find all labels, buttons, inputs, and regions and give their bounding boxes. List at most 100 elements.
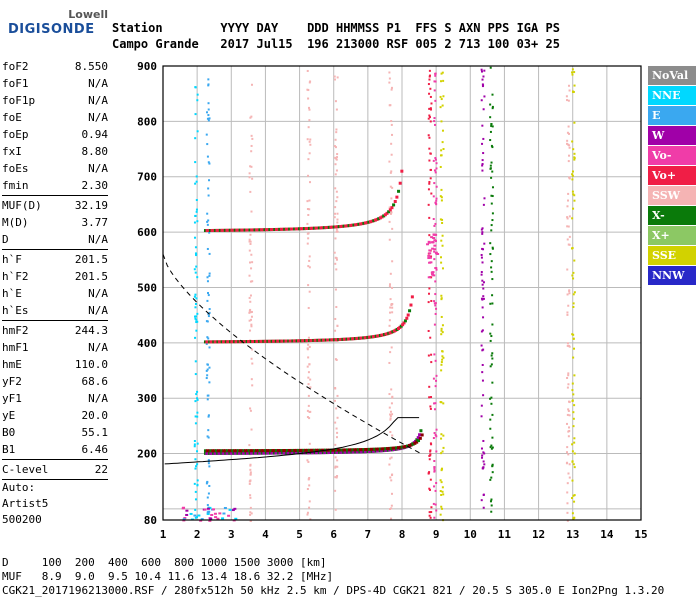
echo-point: [481, 363, 484, 366]
echo-point: [566, 238, 569, 241]
echo-point: [481, 454, 484, 457]
echo-trace: [225, 449, 229, 453]
echo-point: [334, 421, 337, 424]
echo-point: [306, 138, 309, 141]
echo-point: [185, 513, 189, 516]
echo-point: [440, 481, 443, 484]
echo-point: [435, 162, 438, 165]
echo-point: [195, 253, 198, 256]
echo-point: [440, 329, 443, 332]
echo-point: [572, 277, 575, 280]
echo-point: [207, 83, 210, 86]
echo-point: [336, 76, 339, 79]
echo-point: [480, 404, 483, 407]
echo-point: [207, 291, 210, 294]
echo-point: [441, 331, 444, 334]
distance-row: D 100 200 400 600 800 1000 1500 3000 [km…: [2, 556, 327, 569]
echo-point: [491, 463, 494, 466]
echo-point: [208, 308, 211, 311]
param-name: hmF2: [2, 324, 29, 337]
echo-point: [199, 519, 203, 522]
echo-point: [428, 256, 432, 259]
echo-point: [195, 315, 198, 318]
echo-point: [307, 460, 310, 463]
echo-trace: [407, 444, 411, 448]
echo-point: [208, 346, 211, 349]
param-name: hmF1: [2, 341, 29, 354]
echo-point: [334, 237, 337, 240]
echo-point: [388, 406, 391, 409]
echo-trace: [256, 449, 260, 453]
param-name: h`E: [2, 287, 22, 300]
echo-point: [491, 125, 494, 128]
echo-trace: [286, 227, 290, 231]
footer-info: D 100 200 400 600 800 1000 1500 3000 [km…: [2, 556, 664, 598]
echo-point: [440, 149, 443, 152]
echo-point: [205, 342, 208, 345]
echo-point: [432, 195, 435, 198]
echo-point: [568, 154, 571, 157]
echo-trace: [357, 222, 361, 226]
param-row: foE N/A: [2, 109, 108, 126]
echo-point: [573, 500, 576, 503]
echo-point: [433, 460, 436, 463]
echo-point: [429, 95, 432, 98]
echo-trace: [400, 445, 404, 449]
echo-trace: [332, 225, 336, 229]
echo-point: [391, 260, 394, 263]
echo-point: [336, 325, 339, 328]
param-name: C-level: [2, 463, 49, 476]
echo-point: [434, 312, 437, 315]
echo-point: [434, 489, 437, 492]
echo-trace: [370, 219, 374, 223]
echo-trace: [234, 449, 238, 453]
echo-point: [336, 394, 339, 397]
echo-point: [433, 169, 436, 172]
echo-point: [307, 97, 310, 100]
echo-point: [308, 140, 311, 143]
echo-point: [307, 383, 310, 386]
echo-point: [308, 199, 311, 202]
echo-trace: [349, 448, 353, 452]
echo-point: [433, 80, 436, 83]
echo-point: [185, 509, 189, 512]
echo-point: [440, 327, 443, 330]
echo-point: [207, 102, 210, 105]
echo-point: [439, 490, 442, 493]
echo-point: [571, 71, 574, 74]
echo-point: [194, 271, 197, 274]
echo-point: [442, 446, 445, 449]
echo-point: [333, 78, 336, 81]
echo-point: [306, 222, 309, 225]
echo-point: [568, 292, 571, 295]
echo-point: [432, 218, 435, 221]
echo-point: [308, 484, 311, 487]
echo-trace: [307, 448, 311, 452]
echo-point: [441, 221, 444, 224]
echo-trace: [409, 443, 413, 447]
echo-point: [483, 242, 486, 245]
echo-point: [333, 75, 336, 78]
echo-point: [567, 344, 570, 347]
echo-point: [433, 485, 436, 488]
param-value: 201.5: [74, 253, 108, 266]
echo-point: [206, 223, 209, 226]
echo-trace: [268, 228, 272, 232]
echo-point: [435, 185, 438, 188]
echo-point: [195, 297, 198, 300]
echo-trace: [316, 226, 320, 230]
echo-trace: [411, 442, 415, 446]
y-tick-label: 300: [137, 392, 157, 405]
echo-point: [490, 335, 493, 338]
echo-point: [250, 150, 253, 153]
echo-point: [206, 507, 210, 510]
echo-point: [206, 220, 209, 223]
echo-point: [205, 320, 208, 323]
echo-trace: [344, 224, 348, 228]
echo-point: [193, 295, 196, 298]
echo-point: [434, 293, 437, 296]
echo-trace: [383, 213, 387, 217]
echo-point: [307, 213, 310, 216]
echo-point: [490, 396, 493, 399]
echo-trace: [243, 228, 247, 232]
